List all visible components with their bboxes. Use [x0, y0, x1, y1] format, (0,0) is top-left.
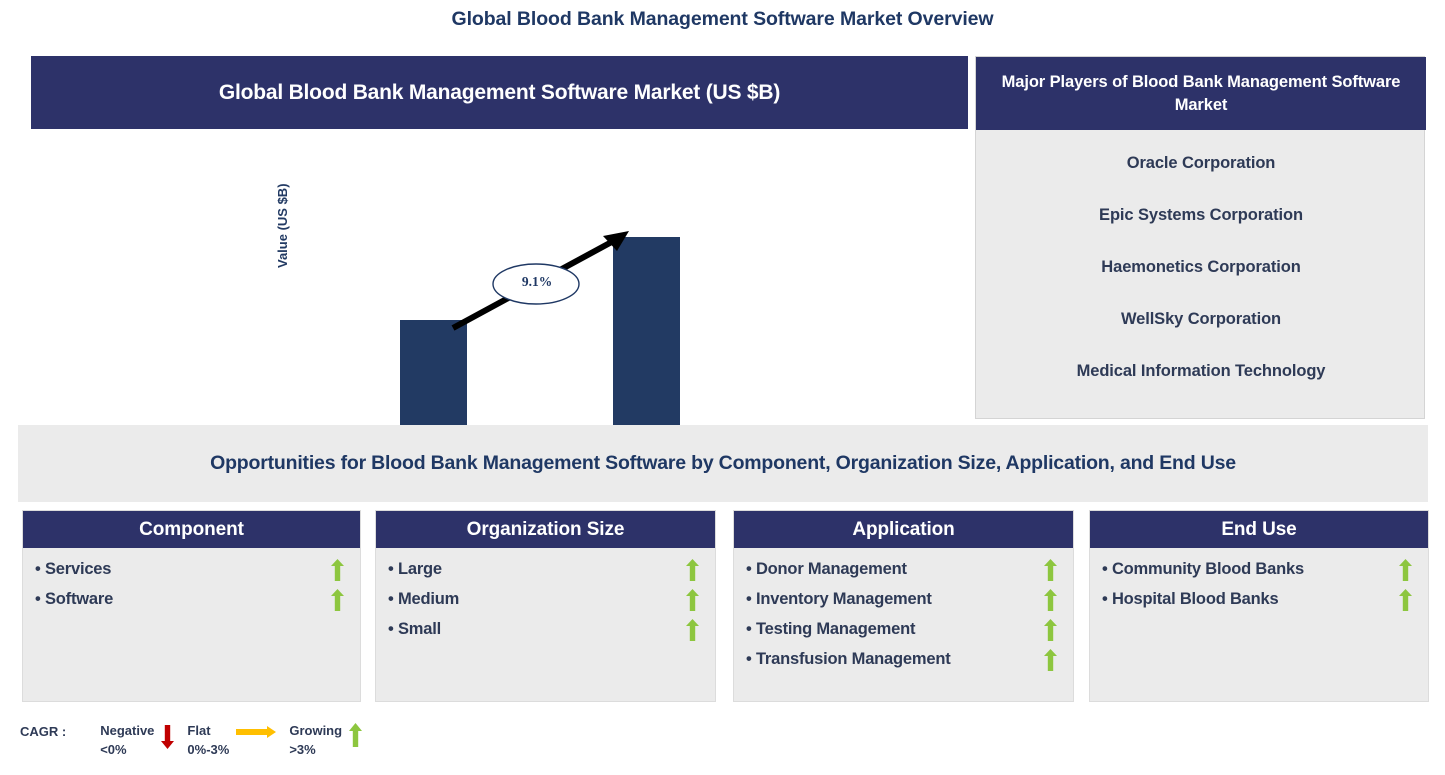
panel-items-organization-size: • Large • Medium • Small [376, 548, 715, 641]
list-item: Medical Information Technology [1076, 362, 1326, 380]
cagr-legend-entry-growing: Growing >3% [289, 722, 371, 760]
panel-item-label: • Hospital Blood Banks [1102, 590, 1279, 608]
list-item: Oracle Corporation [1126, 154, 1276, 172]
arrow-up-green-icon [1399, 588, 1412, 611]
panel-item-label: • Testing Management [746, 620, 916, 638]
list-item: • Medium [388, 588, 703, 611]
list-item: • Large [388, 558, 703, 581]
panel-item-label: • Community Blood Banks [1102, 560, 1304, 578]
cagr-legend-name: Flat [187, 723, 211, 738]
list-item: • Software [35, 588, 348, 611]
list-item: Epic Systems Corporation [1099, 206, 1303, 224]
arrow-up-green-icon [331, 588, 344, 611]
cagr-legend-name: Growing [289, 723, 343, 738]
list-item: WellSky Corporation [1120, 310, 1282, 328]
list-item: • Donor Management [746, 558, 1061, 581]
panel-component: Component • Services • Software [22, 510, 361, 702]
opportunities-banner: Opportunities for Blood Bank Management … [18, 425, 1428, 502]
list-item: • Inventory Management [746, 588, 1061, 611]
arrow-up-green-icon [1044, 558, 1057, 581]
panel-item-label: • Transfusion Management [746, 650, 951, 668]
list-item: • Small [388, 618, 703, 641]
panel-title: End Use [1221, 518, 1297, 540]
panel-title: Component [139, 518, 244, 540]
bar-2025 [400, 320, 467, 441]
arrow-up-green-icon [1044, 588, 1057, 611]
panel-header-organization-size: Organization Size [376, 511, 715, 548]
major-players-title: Major Players of Blood Bank Management S… [1001, 73, 1401, 114]
arrow-right-orange-icon [236, 726, 277, 738]
arrow-up-green-icon [686, 588, 699, 611]
bar-2031 [613, 237, 680, 441]
cagr-legend-name: Negative [100, 723, 155, 738]
chart-card-header: Global Blood Bank Management Software Ma… [31, 56, 968, 129]
arrow-up-green-icon [686, 618, 699, 641]
panel-header-application: Application [734, 511, 1073, 548]
panel-item-label: • Services [35, 560, 112, 578]
arrow-up-green-icon [1044, 648, 1057, 671]
cagr-legend-entry-negative: Negative <0% [100, 722, 183, 760]
panel-item-label: • Small [388, 620, 441, 638]
panel-header-end-use: End Use [1090, 511, 1428, 548]
panel-item-label: • Medium [388, 590, 460, 608]
cagr-legend-entry-flat: Flat 0%-3% [187, 722, 285, 760]
cagr-legend-range: <0% [100, 741, 127, 757]
list-item: • Community Blood Banks [1102, 558, 1416, 581]
opportunities-banner-title: Opportunities for Blood Bank Management … [210, 452, 1236, 474]
list-item: • Hospital Blood Banks [1102, 588, 1416, 611]
cagr-growth-arrow [451, 231, 629, 331]
major-players-header: Major Players of Blood Bank Management S… [976, 57, 1426, 130]
major-players-card: Major Players of Blood Bank Management S… [975, 56, 1426, 419]
arrow-up-green-icon [1044, 618, 1057, 641]
cagr-legend-range: 0%-3% [187, 741, 230, 757]
arrow-up-green-icon [1399, 558, 1412, 581]
cagr-legend: CAGR : Negative <0% Flat 0%-3% Growing >… [20, 722, 375, 760]
arrow-down-red-icon [161, 725, 175, 749]
arrow-up-green-icon [331, 558, 344, 581]
list-item: Haemonetics Corporation [1101, 258, 1301, 276]
chart-card-title: Global Blood Bank Management Software Ma… [218, 80, 781, 104]
panel-application: Application • Donor Management • Invento… [733, 510, 1074, 702]
cagr-value-label: 9.1% [521, 274, 553, 289]
cagr-legend-title: CAGR : [20, 724, 67, 739]
panel-item-label: • Donor Management [746, 560, 907, 578]
panel-items-component: • Services • Software [23, 548, 360, 611]
panel-organization-size: Organization Size • Large • Medium • Sma… [375, 510, 716, 702]
major-players-list: Oracle Corporation Epic Systems Corporat… [976, 130, 1426, 418]
panel-items-application: • Donor Management • Inventory Managemen… [734, 548, 1073, 671]
panel-header-component: Component [23, 511, 360, 548]
panel-title: Organization Size [466, 518, 625, 540]
panel-item-label: • Large [388, 560, 442, 578]
list-item: • Testing Management [746, 618, 1061, 641]
panel-item-label: • Software [35, 590, 114, 608]
cagr-legend-range: >3% [289, 741, 316, 757]
page-title: Global Blood Bank Management Software Ma… [451, 8, 994, 30]
panel-item-label: • Inventory Management [746, 590, 932, 608]
arrow-up-green-icon [349, 723, 363, 747]
list-item: • Transfusion Management [746, 648, 1061, 671]
chart-y-axis-label: Value (US $B) [275, 183, 290, 268]
arrow-up-green-icon [686, 558, 699, 581]
panel-end-use: End Use • Community Blood Banks • Hospit… [1089, 510, 1429, 702]
panel-items-end-use: • Community Blood Banks • Hospital Blood… [1090, 548, 1428, 611]
market-chart-card: Global Blood Bank Management Software Ma… [31, 56, 968, 472]
panel-title: Application [852, 518, 955, 540]
list-item: • Services [35, 558, 348, 581]
